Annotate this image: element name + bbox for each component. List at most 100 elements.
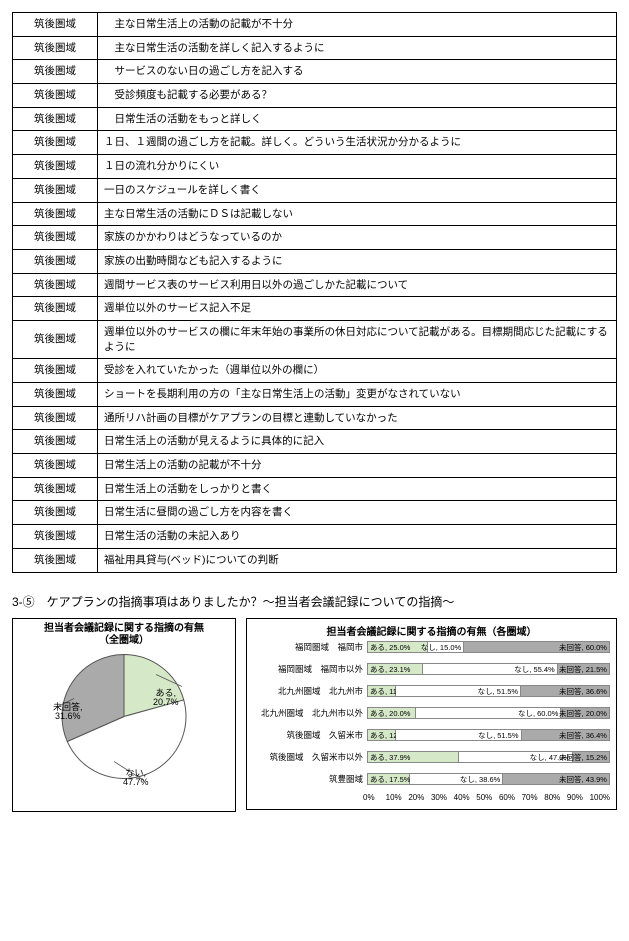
- comment-cell: 通所リハ計画の目標がケアプランの目標と連動していなかった: [98, 406, 617, 430]
- bar-seg-aru: ある, 17.5%: [367, 773, 410, 785]
- bar-track: ある, 17.5%なし, 38.6%未回答, 43.9%: [367, 773, 610, 785]
- region-cell: 筑後圏域: [13, 273, 98, 297]
- region-cell: 筑後圏域: [13, 226, 98, 250]
- region-cell: 筑後圏域: [13, 383, 98, 407]
- region-cell: 筑後圏域: [13, 320, 98, 358]
- table-row: 筑後圏域週単位以外のサービス記入不足: [13, 297, 617, 321]
- comment-cell: 日常生活上の活動が見えるように具体的に記入: [98, 430, 617, 454]
- comment-cell: サービスのない日の過ごし方を記入する: [98, 60, 617, 84]
- bar-row: 北九州圏域 北九州市以外ある, 20.0%なし, 60.0%未回答, 20.0%: [253, 705, 610, 721]
- region-cell: 筑後圏域: [13, 477, 98, 501]
- xaxis-tick: 10%: [386, 793, 409, 802]
- bar-seg-mk: 未回答, 21.5%: [558, 663, 610, 675]
- comments-table: 筑後圏域 主な日常生活上の活動の記載が不十分筑後圏域 主な日常生活の活動を詳しく…: [12, 12, 617, 573]
- pie-title-l2: （全圏域）: [99, 635, 149, 646]
- comment-cell: 受診頻度も記載する必要がある？: [98, 84, 617, 108]
- table-row: 筑後圏域通所リハ計画の目標がケアプランの目標と連動していなかった: [13, 406, 617, 430]
- table-row: 筑後圏域 主な日常生活上の活動の記載が不十分: [13, 13, 617, 37]
- table-row: 筑後圏域一日のスケジュールを詳しく書く: [13, 178, 617, 202]
- bar-row-label: 福岡圏域 福岡市以外: [253, 663, 367, 675]
- bar-seg-aru: ある, 12.1%: [367, 729, 396, 741]
- table-row: 筑後圏域１日、１週間の過ごし方を記載。詳しく。どういう生活状況か分かるように: [13, 131, 617, 155]
- bar-chart-box: 担当者会議記録に関する指摘の有無（各圏域） 福岡圏域 福岡市ある, 25.0%な…: [246, 618, 617, 810]
- region-cell: 筑後圏域: [13, 454, 98, 478]
- xaxis-tick: 20%: [408, 793, 431, 802]
- bar-title: 担当者会議記録に関する指摘の有無（各圏域）: [253, 623, 610, 639]
- pie-title: 担当者会議記録に関する指摘の有無 （全圏域）: [13, 619, 235, 647]
- xaxis-tick: 30%: [431, 793, 454, 802]
- table-row: 筑後圏域 サービスのない日の過ごし方を記入する: [13, 60, 617, 84]
- table-row: 筑後圏域日常生活に昼間の過ごし方を内容を書く: [13, 501, 617, 525]
- bar-xaxis: 0%10%20%30%40%50%60%70%80%90%100%: [363, 793, 610, 802]
- bar-track: ある, 37.9%なし, 47.0%未回答, 15.2%: [367, 751, 610, 763]
- charts-row: 担当者会議記録に関する指摘の有無 （全圏域） ある,20.7% ない,47.7%…: [12, 618, 617, 812]
- xaxis-tick: 80%: [544, 793, 567, 802]
- bar-seg-aru: ある, 37.9%: [367, 751, 459, 763]
- bar-row-label: 北九州圏域 北九州市: [253, 685, 367, 697]
- bar-track: ある, 23.1%なし, 55.4%未回答, 21.5%: [367, 663, 610, 675]
- table-row: 筑後圏域 受診頻度も記載する必要がある？: [13, 84, 617, 108]
- bar-track: ある, 11.9%なし, 51.5%未回答, 36.6%: [367, 685, 610, 697]
- table-row: 筑後圏域週単位以外のサービスの欄に年末年始の事業所の休日対応について記載がある。…: [13, 320, 617, 358]
- comment-cell: 一日のスケジュールを詳しく書く: [98, 178, 617, 202]
- region-cell: 筑後圏域: [13, 525, 98, 549]
- bar-seg-mk: 未回答, 43.9%: [503, 773, 610, 785]
- region-cell: 筑後圏域: [13, 202, 98, 226]
- bar-seg-nai: なし, 51.5%: [396, 729, 521, 741]
- comment-cell: 家族のかかわりはどうなっているのか: [98, 226, 617, 250]
- table-row: 筑後圏域日常生活上の活動が見えるように具体的に記入: [13, 430, 617, 454]
- xaxis-tick: 0%: [363, 793, 386, 802]
- comment-cell: 受診を入れていたかった（週単位以外の欄に）: [98, 359, 617, 383]
- bar-track: ある, 25.0%なし, 15.0%未回答, 60.0%: [367, 641, 610, 653]
- table-row: 筑後圏域日常生活上の活動をしっかりと書く: [13, 477, 617, 501]
- bar-seg-aru: ある, 20.0%: [367, 707, 416, 719]
- region-cell: 筑後圏域: [13, 107, 98, 131]
- xaxis-tick: 50%: [476, 793, 499, 802]
- comment-cell: 主な日常生活の活動にＤＳは記載しない: [98, 202, 617, 226]
- table-row: 筑後圏域家族の出勤時間なども記入するように: [13, 249, 617, 273]
- bar-seg-mk: 未回答, 60.0%: [464, 641, 610, 653]
- bar-seg-mk: 未回答, 20.0%: [561, 707, 610, 719]
- comment-cell: 家族の出勤時間なども記入するように: [98, 249, 617, 273]
- bar-track: ある, 12.1%なし, 51.5%未回答, 36.4%: [367, 729, 610, 741]
- comment-cell: １日、１週間の過ごし方を記載。詳しく。どういう生活状況か分かるように: [98, 131, 617, 155]
- bar-seg-nai: なし, 55.4%: [423, 663, 558, 675]
- table-row: 筑後圏域週間サービス表のサービス利用日以外の過ごしかた記載について: [13, 273, 617, 297]
- region-cell: 筑後圏域: [13, 406, 98, 430]
- section-title: 3-⑤ ケアプランの指摘事項はありましたか？～担当者会議記録についての指摘～: [12, 593, 617, 610]
- bar-track: ある, 20.0%なし, 60.0%未回答, 20.0%: [367, 707, 610, 719]
- table-row: 筑後圏域主な日常生活の活動にＤＳは記載しない: [13, 202, 617, 226]
- region-cell: 筑後圏域: [13, 249, 98, 273]
- comment-cell: 日常生活に昼間の過ごし方を内容を書く: [98, 501, 617, 525]
- comment-cell: ショートを長期利用の方の「主な日常生活上の活動」変更がなされていない: [98, 383, 617, 407]
- region-cell: 筑後圏域: [13, 60, 98, 84]
- pie-label-aru: ある,20.7%: [153, 689, 179, 709]
- bar-row-label: 筑後圏域 久留米市: [253, 729, 367, 741]
- pie-title-l1: 担当者会議記録に関する指摘の有無: [44, 623, 204, 634]
- comment-cell: 日常生活の活動の未記入あり: [98, 525, 617, 549]
- bar-row-label: 筑豊圏域: [253, 773, 367, 785]
- xaxis-tick: 90%: [567, 793, 590, 802]
- comment-cell: 主な日常生活の活動を詳しく記入するように: [98, 36, 617, 60]
- comment-cell: 日常生活の活動をもっと詳しく: [98, 107, 617, 131]
- table-row: 筑後圏域 日常生活の活動をもっと詳しく: [13, 107, 617, 131]
- pie-label-nai: ない,47.7%: [123, 769, 149, 789]
- bar-seg-aru: ある, 23.1%: [367, 663, 423, 675]
- xaxis-tick: 60%: [499, 793, 522, 802]
- region-cell: 筑後圏域: [13, 359, 98, 383]
- table-row: 筑後圏域受診を入れていたかった（週単位以外の欄に）: [13, 359, 617, 383]
- comment-cell: 日常生活上の活動をしっかりと書く: [98, 477, 617, 501]
- comment-cell: 福祉用具貸与(ベッド)についての判断: [98, 548, 617, 572]
- pie-label-mk: 未回答,31.6%: [53, 703, 83, 723]
- region-cell: 筑後圏域: [13, 178, 98, 202]
- region-cell: 筑後圏域: [13, 155, 98, 179]
- xaxis-tick: 100%: [590, 793, 610, 802]
- bar-seg-nai: なし, 51.5%: [396, 685, 521, 697]
- comment-cell: 週間サービス表のサービス利用日以外の過ごしかた記載について: [98, 273, 617, 297]
- bar-row-label: 筑後圏域 久留米市以外: [253, 751, 367, 763]
- region-cell: 筑後圏域: [13, 13, 98, 37]
- table-row: 筑後圏域福祉用具貸与(ベッド)についての判断: [13, 548, 617, 572]
- bar-row: 筑後圏域 久留米市以外ある, 37.9%なし, 47.0%未回答, 15.2%: [253, 749, 610, 765]
- bar-seg-nai: なし, 60.0%: [416, 707, 562, 719]
- bar-row: 筑後圏域 久留米市ある, 12.1%なし, 51.5%未回答, 36.4%: [253, 727, 610, 743]
